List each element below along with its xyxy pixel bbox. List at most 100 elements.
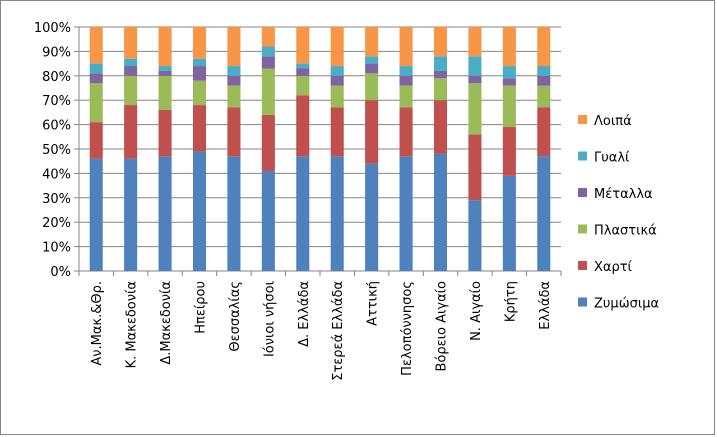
bar-segment bbox=[296, 95, 310, 157]
bar-segment bbox=[158, 66, 172, 71]
bar-segment bbox=[296, 75, 310, 96]
bar-segment bbox=[89, 27, 103, 64]
x-tick-label: Αττική bbox=[366, 281, 381, 326]
legend-label: Γυαλί bbox=[594, 151, 630, 166]
bar-segment bbox=[296, 27, 310, 64]
bar-segment bbox=[261, 56, 275, 69]
bar-segment bbox=[399, 85, 413, 108]
bar-segment bbox=[296, 156, 310, 271]
bar-segment bbox=[537, 66, 551, 76]
bar-segment bbox=[468, 200, 482, 271]
legend-label: Πλαστικά bbox=[594, 224, 657, 239]
legend-swatch bbox=[578, 297, 587, 307]
bar-segment bbox=[502, 175, 516, 271]
bar-segment bbox=[124, 158, 138, 271]
legend-swatch bbox=[578, 151, 587, 161]
bar-segment bbox=[227, 107, 241, 157]
bar-segment bbox=[502, 78, 516, 86]
bar-segment bbox=[192, 58, 207, 67]
bar-segment bbox=[365, 73, 379, 101]
bar-segment bbox=[399, 27, 413, 67]
y-tick-label: 90% bbox=[42, 45, 71, 60]
bar-segment bbox=[296, 63, 310, 69]
bar-segment bbox=[124, 75, 138, 106]
bar-segment bbox=[330, 156, 344, 271]
bar-segment bbox=[124, 66, 138, 76]
legend-swatch bbox=[578, 224, 587, 234]
legend-swatch bbox=[578, 115, 587, 124]
bar-segment bbox=[89, 83, 103, 123]
bar-segment bbox=[502, 66, 516, 79]
legend-label: Ζυμώσιμα bbox=[594, 297, 659, 312]
bar-segment bbox=[158, 156, 172, 271]
y-tick-label: 60% bbox=[42, 119, 71, 134]
x-tick-label: Κρήτη bbox=[503, 281, 518, 322]
bar-segment bbox=[330, 27, 344, 67]
bar-segment bbox=[227, 75, 241, 86]
y-tick-label: 40% bbox=[42, 167, 71, 182]
bar-segment bbox=[330, 85, 344, 108]
legend-label: Λοιπά bbox=[594, 114, 632, 129]
bar-segment bbox=[124, 58, 138, 67]
bar-segment bbox=[192, 66, 207, 81]
bar-segment bbox=[296, 68, 310, 76]
x-tick-label: Ελλάδα bbox=[538, 281, 553, 330]
bar-segment bbox=[261, 46, 275, 57]
bar-segment bbox=[468, 75, 482, 84]
bar-segment bbox=[89, 63, 103, 74]
bar-segment bbox=[261, 27, 275, 47]
x-tick-label: Ηπείρου bbox=[194, 281, 209, 334]
bar-segment bbox=[468, 27, 482, 57]
bar-segment bbox=[502, 85, 516, 128]
bar-segment bbox=[330, 66, 344, 76]
bar-segment bbox=[227, 156, 241, 271]
bar-segment bbox=[365, 56, 379, 64]
y-tick-label: 10% bbox=[42, 241, 71, 256]
bar-segment bbox=[261, 170, 275, 271]
bar-segment bbox=[502, 27, 516, 67]
x-tick-label: Ιόνιοι νήσοι bbox=[262, 281, 277, 357]
x-tick-label: Βόρειο Αιγαίο bbox=[435, 281, 450, 372]
bar-segment bbox=[192, 105, 207, 152]
bar-segment bbox=[399, 107, 413, 157]
legend-swatch bbox=[578, 188, 587, 197]
bar-segment bbox=[158, 70, 172, 76]
legend-swatch bbox=[578, 261, 587, 270]
bar-segment bbox=[433, 56, 448, 71]
bar-segment bbox=[365, 63, 379, 74]
bar-segment bbox=[537, 75, 551, 86]
bar-segment bbox=[330, 107, 344, 157]
x-tick-label: Θεσσαλίας bbox=[228, 281, 243, 352]
bar-segment bbox=[399, 75, 413, 86]
bar-segment bbox=[227, 27, 241, 67]
bar-segment bbox=[330, 75, 344, 86]
y-tick-label: 100% bbox=[34, 21, 71, 36]
x-tick-label: Δ.Μακεδονία bbox=[159, 281, 174, 365]
y-tick-label: 0% bbox=[50, 265, 71, 280]
bar-segment bbox=[158, 75, 172, 110]
legend-label: Χαρτί bbox=[594, 260, 633, 275]
bar-segment bbox=[537, 107, 551, 157]
bar-segment bbox=[261, 114, 275, 171]
y-tick-label: 20% bbox=[42, 216, 71, 231]
bar-segment bbox=[537, 85, 551, 108]
bar-segment bbox=[468, 56, 482, 76]
y-tick-label: 30% bbox=[42, 192, 71, 207]
bar-segment bbox=[399, 156, 413, 271]
bar-segment bbox=[227, 85, 241, 108]
legend-label: Μέταλλα bbox=[594, 187, 653, 202]
bar-segment bbox=[365, 163, 379, 271]
bar-segment bbox=[502, 127, 516, 176]
bar-segment bbox=[468, 83, 482, 135]
bar-segment bbox=[89, 122, 103, 159]
bar-segment bbox=[399, 66, 413, 76]
bar-segment bbox=[124, 105, 138, 159]
bar-segment bbox=[468, 134, 482, 201]
x-tick-label: Πελοπόννησος bbox=[400, 281, 415, 376]
bar-segment bbox=[192, 151, 207, 271]
bar-segment bbox=[433, 153, 448, 271]
x-tick-label: Κ. Μακεδονία bbox=[125, 281, 140, 368]
bar-segment bbox=[433, 27, 448, 57]
